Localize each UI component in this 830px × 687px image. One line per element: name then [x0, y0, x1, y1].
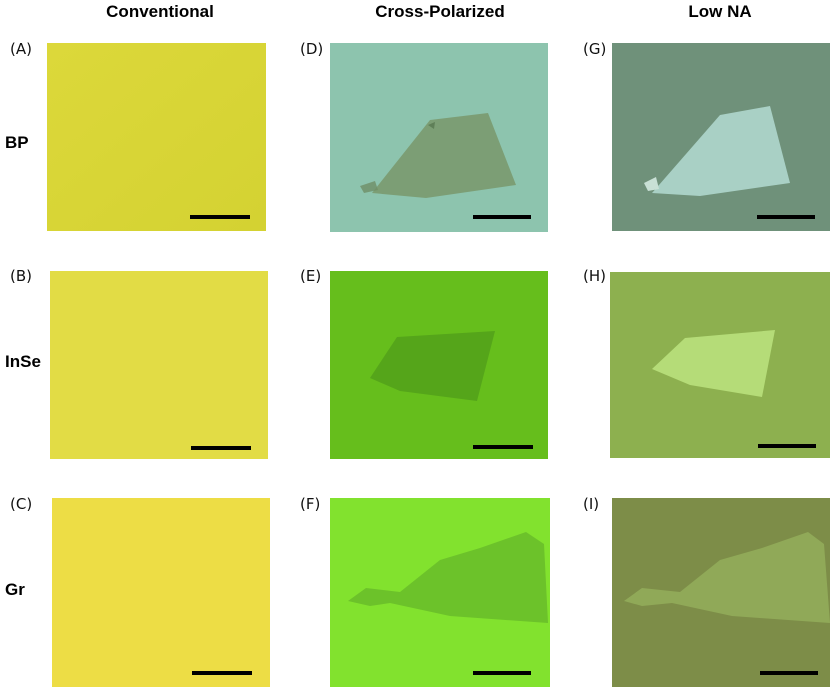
scale-bar	[190, 215, 250, 219]
scale-bar	[473, 445, 533, 449]
substrate-background	[47, 43, 266, 231]
flake-debris	[644, 177, 659, 191]
panel-label-d: (D)	[300, 40, 324, 58]
scale-bar	[473, 671, 531, 675]
bp-flake	[372, 113, 516, 198]
panel-b-inse-conventional	[50, 271, 268, 459]
panel-d-bp-cross-polarized	[330, 43, 548, 232]
graphene-flake	[624, 532, 830, 623]
panel-label-e: (E)	[300, 267, 322, 285]
row-label-bp: BP	[5, 133, 29, 152]
panel-c-gr-conventional	[52, 498, 270, 687]
scale-bar	[758, 444, 816, 448]
bp-flake	[652, 106, 790, 196]
panel-label-b: (B)	[10, 267, 32, 285]
panel-g-bp-low-na	[612, 43, 830, 231]
panel-label-f: (F)	[300, 495, 321, 513]
scale-bar	[191, 446, 251, 450]
panel-label-a: (A)	[10, 40, 32, 58]
panel-f-gr-cross-polarized	[330, 498, 550, 687]
graphene-flake	[348, 532, 548, 623]
column-header-conventional: Conventional	[106, 2, 214, 21]
scale-bar	[760, 671, 818, 675]
flake-debris	[360, 181, 378, 193]
panel-label-c: (C)	[10, 495, 33, 513]
panel-h-inse-low-na	[610, 272, 830, 458]
inse-flake	[652, 330, 775, 397]
row-label-inse: InSe	[5, 352, 41, 371]
scale-bar	[192, 671, 252, 675]
inse-flake	[370, 331, 495, 401]
panel-label-h: (H)	[583, 267, 606, 285]
flake-debris	[428, 122, 435, 129]
substrate-background	[52, 498, 270, 687]
column-header-cross-polarized: Cross-Polarized	[375, 2, 505, 21]
panel-e-inse-cross-polarized	[330, 271, 548, 459]
substrate-background	[50, 271, 268, 459]
scale-bar	[757, 215, 815, 219]
panel-label-g: (G)	[583, 40, 607, 58]
panel-i-gr-low-na	[612, 498, 830, 687]
panel-a-bp-conventional	[47, 43, 266, 231]
column-header-low-na: Low NA	[688, 2, 752, 21]
row-label-gr: Gr	[5, 580, 25, 599]
scale-bar	[473, 215, 531, 219]
panel-label-i: (I)	[583, 495, 600, 513]
